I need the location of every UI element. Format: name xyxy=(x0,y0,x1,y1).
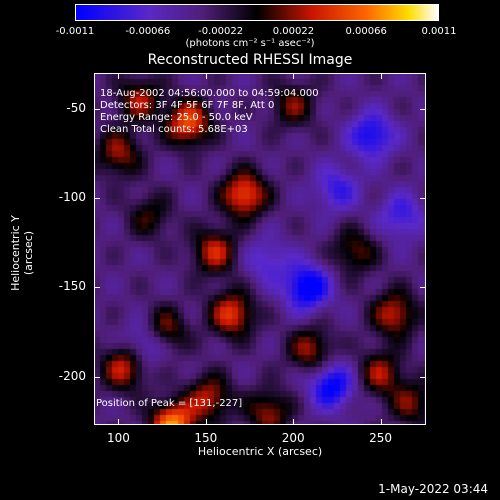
colorbar-tick-label: -0.00022 xyxy=(198,26,244,37)
y-axis-label: Heliocentric Y (arcsec) xyxy=(9,215,35,291)
y-tick-mark xyxy=(420,108,426,110)
chart-title: Reconstructed RHESSI Image xyxy=(147,52,353,68)
y-tick-mark xyxy=(420,198,426,200)
y-tick-label: -200 xyxy=(58,368,86,383)
colorbar-units: (photons cm⁻² s⁻¹ asec⁻²) xyxy=(185,38,315,49)
x-tick-label: 150 xyxy=(194,431,218,445)
x-tick-mark xyxy=(380,419,382,425)
colorbar-tick-label: -0.00066 xyxy=(125,26,171,37)
y-tick-mark xyxy=(94,198,100,200)
x-tick-label: 250 xyxy=(369,431,393,445)
annotation-energy: Energy Range: 25.0 - 50.0 keV xyxy=(100,112,253,123)
y-tick-mark xyxy=(420,287,426,289)
x-tick-mark xyxy=(118,419,120,425)
x-tick-mark xyxy=(205,73,207,79)
colorbar-tick-label: 0.00066 xyxy=(345,26,387,37)
x-tick-mark xyxy=(380,73,382,79)
colorbar-tick-label: 0.00022 xyxy=(272,26,315,37)
y-tick-mark xyxy=(94,287,100,289)
peak-position-label: Position of Peak = [131,-227] xyxy=(96,398,243,409)
colorbar-tick-label: -0.0011 xyxy=(55,26,95,37)
y-tick-mark xyxy=(94,376,100,378)
x-tick-mark xyxy=(293,419,295,425)
colorbar-tick-label: 0.0011 xyxy=(421,26,457,37)
annotation-counts: Clean Total counts: 5.68E+03 xyxy=(100,124,248,135)
x-tick-label: 200 xyxy=(281,431,305,445)
x-tick-mark xyxy=(293,73,295,79)
x-tick-mark xyxy=(205,419,207,425)
heatmap-image xyxy=(94,73,426,425)
x-tick-mark xyxy=(118,73,120,79)
x-axis-label: Heliocentric X (arcsec) xyxy=(197,445,323,458)
colorbar xyxy=(75,4,439,21)
annotation-time: 18-Aug-2002 04:56:00.000 to 04:59:04.000 xyxy=(100,88,319,99)
y-tick-label: -50 xyxy=(66,100,86,115)
timestamp: 1-May-2022 03:44 xyxy=(378,482,488,496)
y-tick-label: -150 xyxy=(58,279,86,294)
y-tick-mark xyxy=(94,108,100,110)
x-tick-label: 100 xyxy=(107,431,130,445)
y-tick-mark xyxy=(420,376,426,378)
y-tick-label: -100 xyxy=(58,190,86,205)
annotation-detectors: Detectors: 3F 4F 5F 6F 7F 8F, Att 0 xyxy=(100,100,275,111)
